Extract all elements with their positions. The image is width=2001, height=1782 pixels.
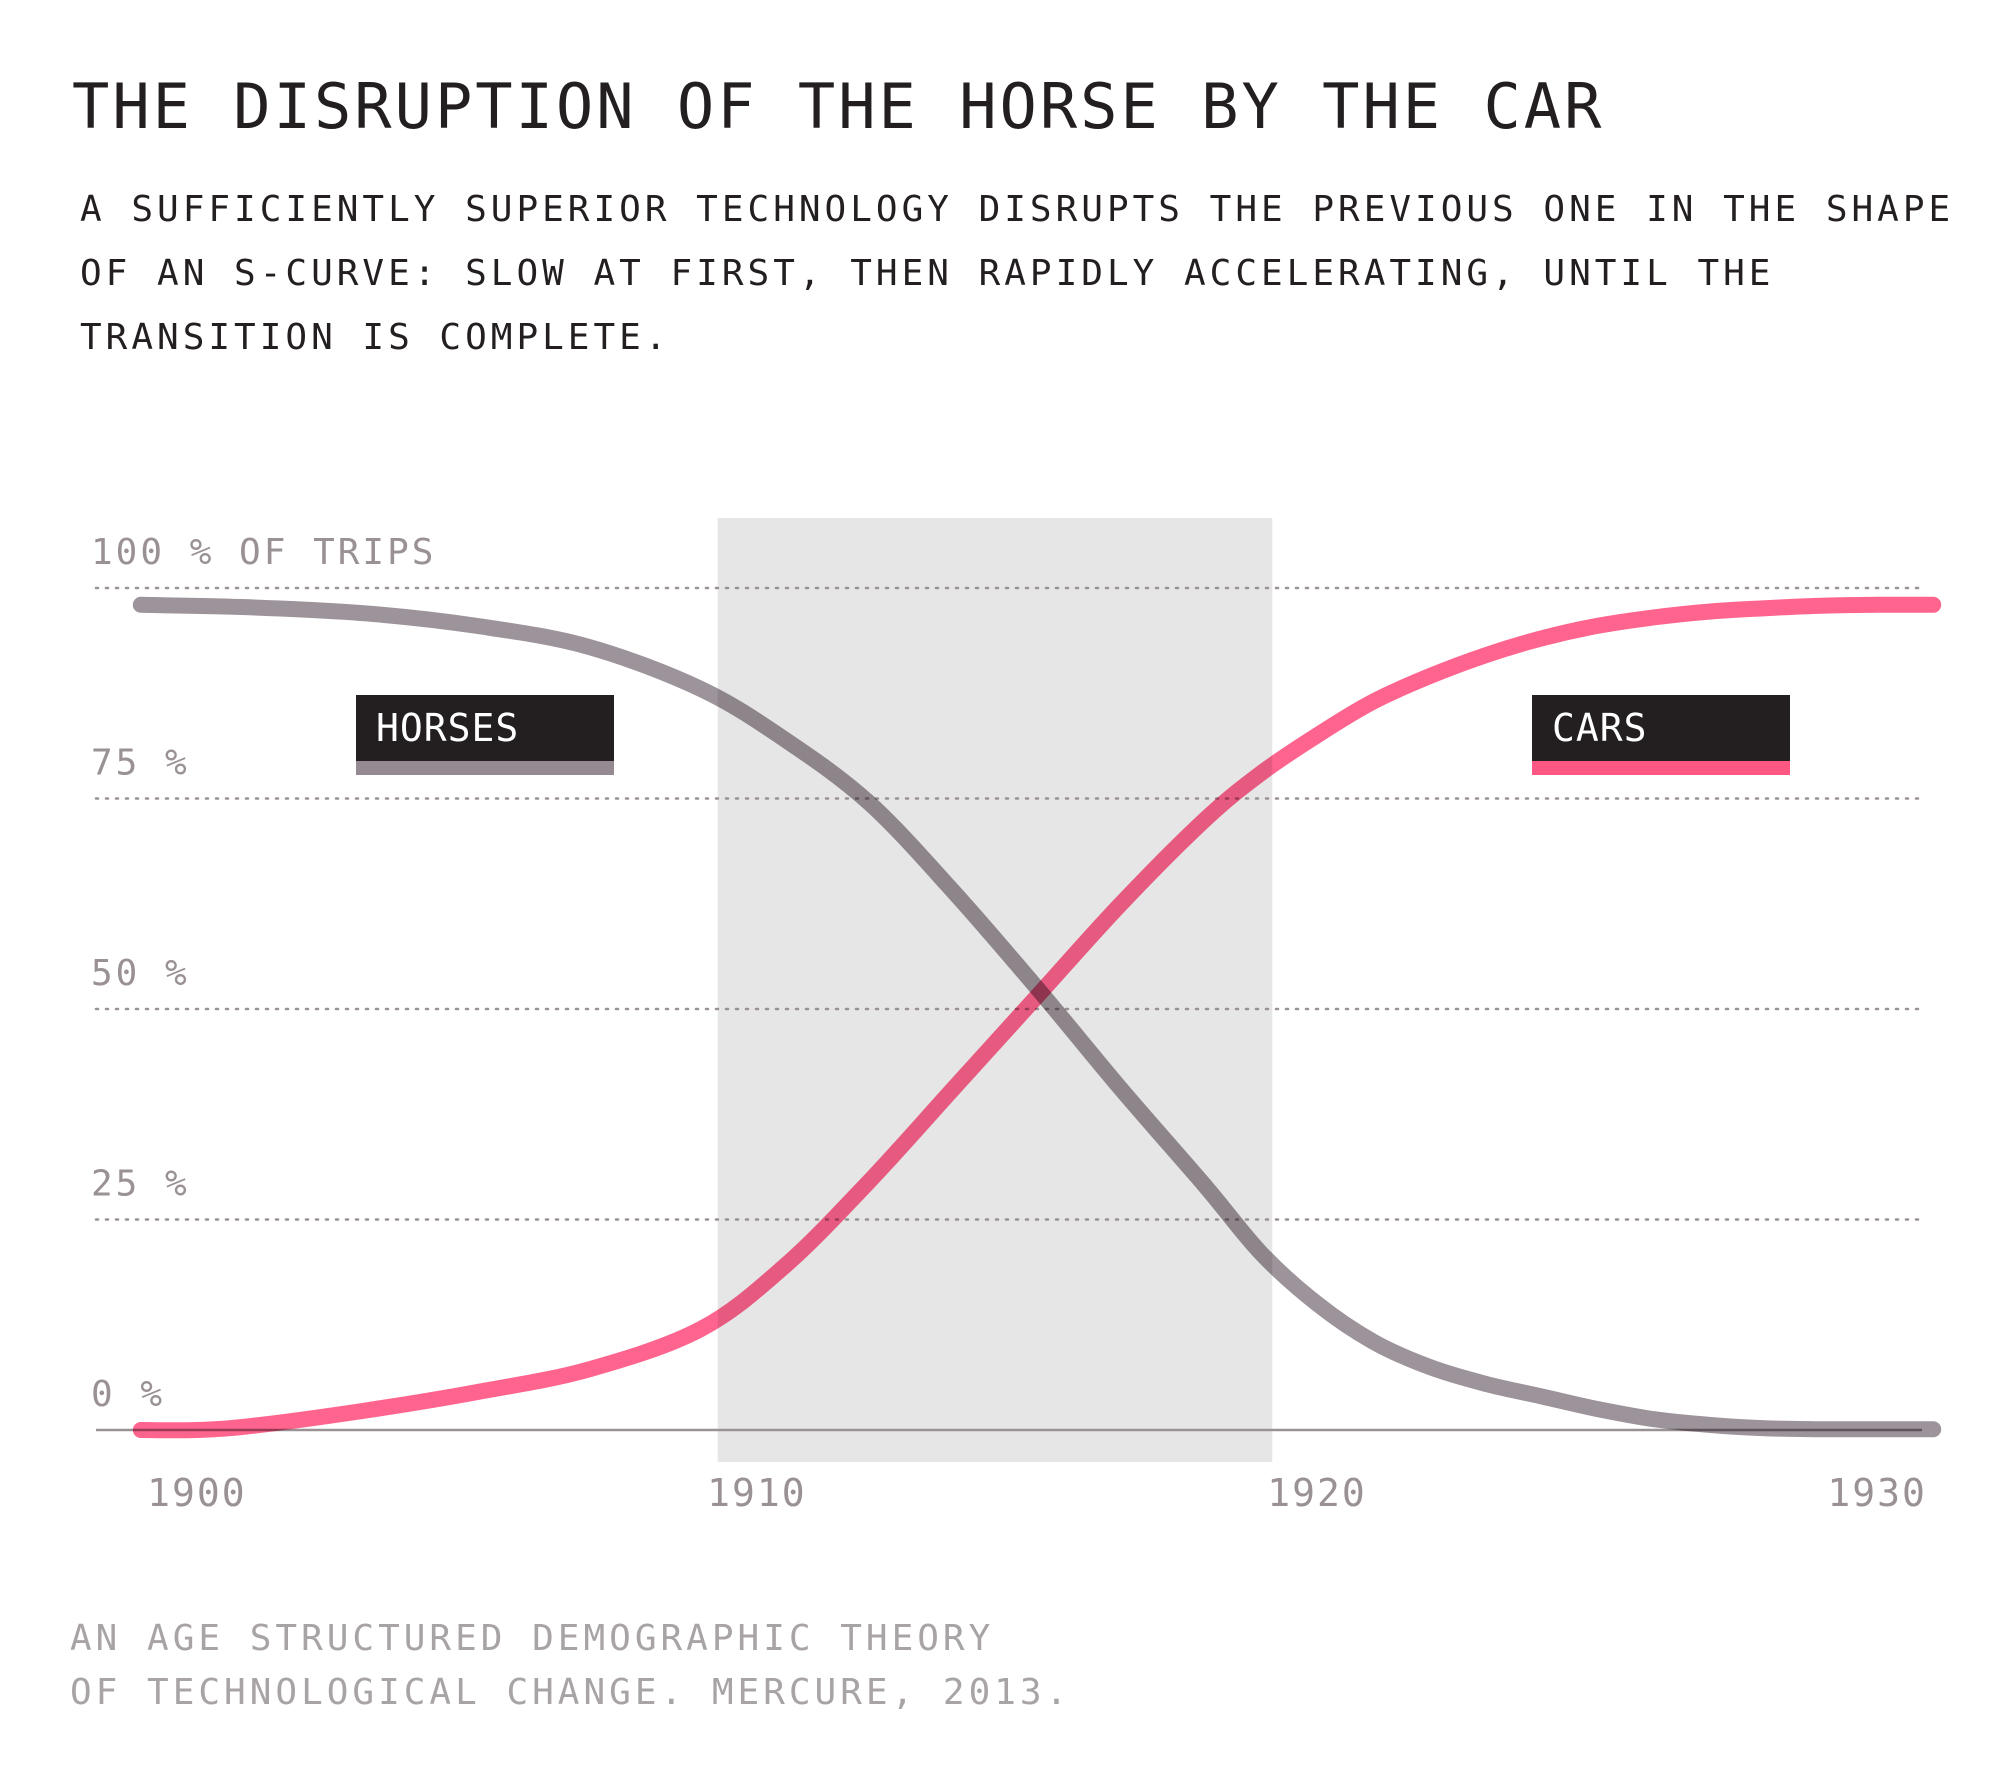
series-line-horses <box>132 596 1942 1438</box>
x-tick-label: 1900 <box>147 1471 247 1515</box>
chart-subtitle: A SUFFICIENTLY SUPERIOR TECHNOLOGY DISRU… <box>80 189 1955 358</box>
highlight-band <box>717 518 1273 1462</box>
legend-swatch-horses <box>356 761 614 775</box>
gridlines <box>94 586 1924 1221</box>
y-tick-label: 75 % <box>91 743 190 784</box>
legend-label-cars: CARS <box>1552 706 1648 750</box>
source-line-2: OF TECHNOLOGICAL CHANGE. MERCURE, 2013. <box>70 1672 1072 1713</box>
y-tick-label: 50 % <box>91 953 190 994</box>
x-tick-label: 1930 <box>1827 1471 1927 1515</box>
chart-title: THE DISRUPTION OF THE HORSE BY THE CAR <box>72 70 1605 143</box>
series-lines <box>132 596 1942 1439</box>
legend-box-horses <box>356 695 614 761</box>
legend-box-cars <box>1532 695 1790 761</box>
x-tick-label: 1910 <box>707 1471 807 1515</box>
source-line-1: AN AGE STRUCTURED DEMOGRAPHIC THEORY <box>70 1618 995 1659</box>
legend: HORSES CARS <box>356 695 1790 775</box>
legend-label-horses: HORSES <box>376 706 519 750</box>
y-axis-ticks: 100 % OF TRIPS 75 % 50 % 25 % 0 % <box>91 532 436 1415</box>
x-axis-ticks: 1900 1910 1920 1930 <box>147 1471 1927 1515</box>
y-tick-label: 100 % OF TRIPS <box>91 532 436 573</box>
x-tick-label: 1920 <box>1267 1471 1367 1515</box>
y-tick-label: 25 % <box>91 1164 190 1205</box>
legend-swatch-cars <box>1532 761 1790 775</box>
series-line-cars <box>132 596 1942 1439</box>
y-tick-label: 0 % <box>91 1374 165 1415</box>
